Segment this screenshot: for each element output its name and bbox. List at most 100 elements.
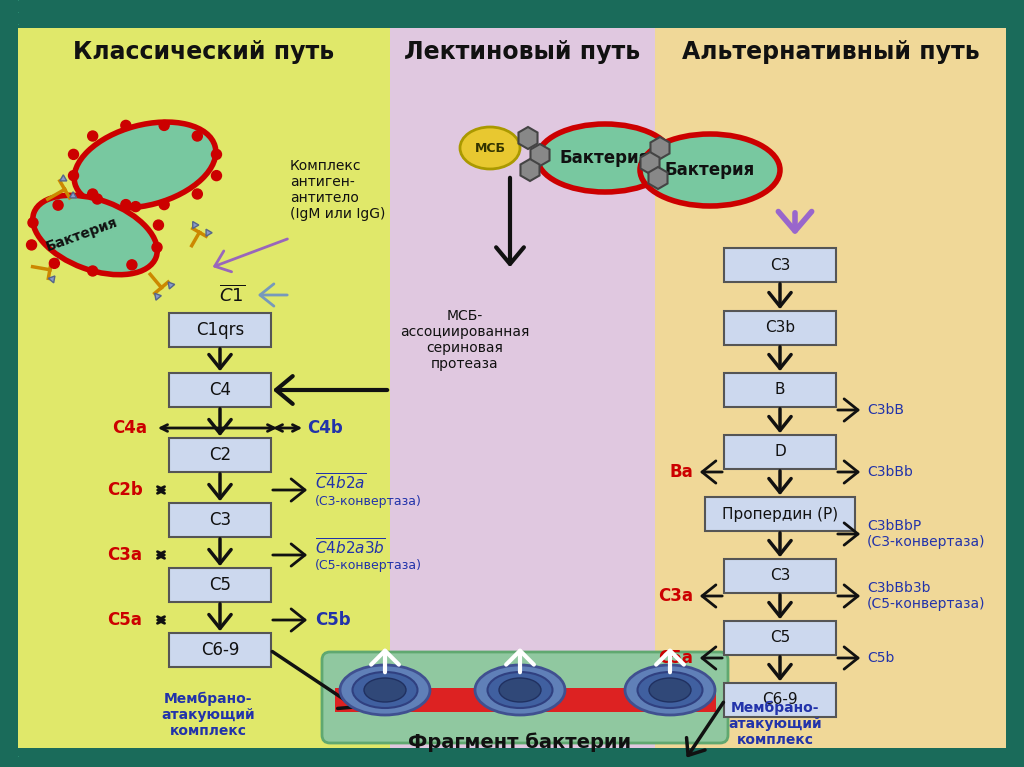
FancyBboxPatch shape bbox=[169, 438, 271, 472]
Text: Мембрано-
атакующий
комплекс: Мембрано- атакующий комплекс bbox=[728, 700, 822, 747]
Ellipse shape bbox=[499, 678, 541, 702]
Ellipse shape bbox=[625, 665, 715, 715]
Text: С3bB: С3bB bbox=[867, 403, 904, 417]
Text: C3: C3 bbox=[770, 258, 791, 272]
Circle shape bbox=[88, 189, 97, 199]
Text: Бактерия: Бактерия bbox=[665, 161, 755, 179]
Text: C6-9: C6-9 bbox=[201, 641, 240, 659]
Text: С3bBbP
(С3-конвертаза): С3bBbP (С3-конвертаза) bbox=[867, 519, 985, 549]
Circle shape bbox=[49, 258, 59, 268]
Text: C3: C3 bbox=[770, 568, 791, 584]
Text: Пропердин (P): Пропердин (P) bbox=[722, 506, 838, 522]
Ellipse shape bbox=[538, 124, 673, 192]
Text: C4b: C4b bbox=[307, 419, 343, 437]
Circle shape bbox=[121, 120, 131, 130]
FancyBboxPatch shape bbox=[169, 503, 271, 537]
Text: (С3-конвертаза): (С3-конвертаза) bbox=[315, 495, 422, 508]
Text: С3а: С3а bbox=[658, 587, 693, 605]
FancyBboxPatch shape bbox=[1006, 0, 1024, 767]
Ellipse shape bbox=[487, 672, 553, 708]
Text: C6-9: C6-9 bbox=[762, 693, 798, 707]
Circle shape bbox=[53, 200, 63, 210]
Text: C3: C3 bbox=[209, 511, 231, 529]
Text: (С5-конвертаза): (С5-конвертаза) bbox=[315, 559, 422, 572]
Text: С5b: С5b bbox=[867, 651, 894, 665]
Polygon shape bbox=[193, 222, 199, 229]
Ellipse shape bbox=[33, 196, 158, 275]
Text: Фрагмент бактерии: Фрагмент бактерии bbox=[409, 732, 632, 752]
Circle shape bbox=[28, 218, 38, 228]
Polygon shape bbox=[168, 282, 175, 289]
Text: C2b: C2b bbox=[108, 481, 143, 499]
Circle shape bbox=[154, 220, 164, 230]
Polygon shape bbox=[70, 192, 77, 198]
Polygon shape bbox=[59, 175, 67, 181]
FancyBboxPatch shape bbox=[724, 248, 836, 282]
Polygon shape bbox=[51, 258, 58, 265]
Text: С5b: С5b bbox=[315, 611, 350, 629]
Text: Классический путь: Классический путь bbox=[74, 40, 335, 64]
Ellipse shape bbox=[340, 665, 430, 715]
FancyBboxPatch shape bbox=[390, 28, 655, 748]
Text: С5а: С5а bbox=[108, 611, 142, 629]
Circle shape bbox=[27, 240, 37, 250]
FancyBboxPatch shape bbox=[169, 313, 271, 347]
Text: C4a: C4a bbox=[113, 419, 147, 437]
Circle shape bbox=[193, 189, 203, 199]
Circle shape bbox=[127, 260, 137, 270]
Ellipse shape bbox=[649, 678, 691, 702]
Text: С3bBb: С3bBb bbox=[867, 465, 912, 479]
Text: C2: C2 bbox=[209, 446, 231, 464]
FancyBboxPatch shape bbox=[18, 28, 390, 748]
Text: Комплекс
антиген-
антитело
(IgM или IgG): Комплекс антиген- антитело (IgM или IgG) bbox=[290, 159, 385, 222]
Polygon shape bbox=[206, 229, 212, 236]
Circle shape bbox=[212, 150, 221, 160]
Ellipse shape bbox=[364, 678, 406, 702]
Circle shape bbox=[152, 242, 162, 252]
Circle shape bbox=[88, 131, 97, 141]
Text: $\overline{C1}$: $\overline{C1}$ bbox=[219, 285, 245, 305]
Text: D: D bbox=[774, 445, 785, 459]
Circle shape bbox=[131, 202, 140, 212]
Text: C4: C4 bbox=[209, 381, 231, 399]
Ellipse shape bbox=[74, 122, 216, 208]
Ellipse shape bbox=[638, 672, 702, 708]
Text: Мембрано-
атакующий
комплекс: Мембрано- атакующий комплекс bbox=[161, 692, 255, 739]
Circle shape bbox=[69, 170, 79, 180]
Polygon shape bbox=[155, 293, 162, 300]
Circle shape bbox=[212, 170, 221, 180]
Text: C1qrs: C1qrs bbox=[196, 321, 244, 339]
FancyBboxPatch shape bbox=[724, 311, 836, 345]
Text: С3bBb3b
(С5-конвертаза): С3bBb3b (С5-конвертаза) bbox=[867, 581, 985, 611]
FancyBboxPatch shape bbox=[724, 435, 836, 469]
Text: $\overline{C4b2a3b}$: $\overline{C4b2a3b}$ bbox=[315, 538, 385, 558]
FancyBboxPatch shape bbox=[0, 0, 18, 767]
Circle shape bbox=[193, 131, 203, 141]
Text: Бактерия: Бактерия bbox=[44, 216, 120, 255]
Ellipse shape bbox=[460, 127, 520, 169]
Text: Альтернативный путь: Альтернативный путь bbox=[682, 40, 979, 64]
Text: Бактерия: Бактерия bbox=[560, 149, 650, 167]
FancyBboxPatch shape bbox=[724, 559, 836, 593]
Circle shape bbox=[88, 266, 97, 276]
FancyBboxPatch shape bbox=[724, 683, 836, 717]
FancyBboxPatch shape bbox=[335, 688, 716, 712]
Text: C5: C5 bbox=[770, 630, 791, 646]
Text: B: B bbox=[775, 383, 785, 397]
Text: Лектиновый путь: Лектиновый путь bbox=[404, 40, 641, 64]
FancyBboxPatch shape bbox=[655, 28, 1006, 748]
Text: $\overline{C4b2a}$: $\overline{C4b2a}$ bbox=[315, 473, 366, 493]
Circle shape bbox=[159, 199, 169, 209]
FancyBboxPatch shape bbox=[322, 652, 728, 743]
Text: МСБ-
ассоциированная
сериновая
протеаза: МСБ- ассоциированная сериновая протеаза bbox=[400, 308, 529, 371]
Ellipse shape bbox=[352, 672, 418, 708]
Ellipse shape bbox=[475, 665, 565, 715]
FancyBboxPatch shape bbox=[169, 633, 271, 667]
Circle shape bbox=[159, 120, 169, 130]
Polygon shape bbox=[48, 276, 55, 283]
FancyBboxPatch shape bbox=[169, 568, 271, 602]
Text: С3а: С3а bbox=[108, 546, 142, 564]
Text: C5: C5 bbox=[209, 576, 231, 594]
Text: МСБ: МСБ bbox=[474, 141, 506, 154]
Circle shape bbox=[69, 150, 79, 160]
